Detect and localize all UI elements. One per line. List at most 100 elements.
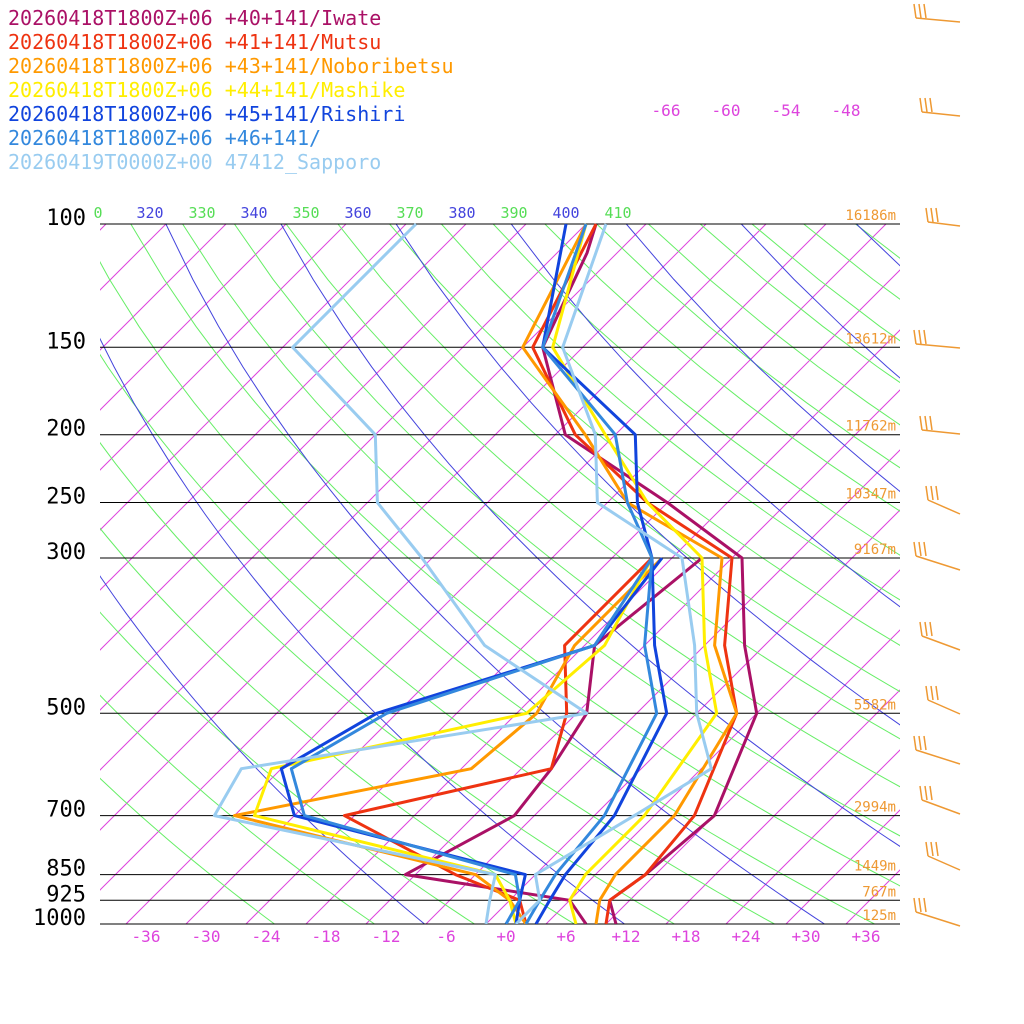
pressure-label: 150	[46, 329, 86, 354]
theta-label: 330	[188, 204, 215, 222]
pressure-label: 700	[46, 798, 86, 823]
dry-adiabat-line	[751, 224, 900, 342]
wind-barb	[913, 329, 961, 349]
axis-labels: 16186m 13612m 11762m 10347m 9167m 5582m 2994m 1…	[93, 101, 896, 946]
temperature-profile-line	[534, 223, 669, 924]
legend-entry: 20260418T1800Z+06 +43+141/Noboribetsu	[8, 54, 454, 78]
theta-e-line	[856, 224, 900, 267]
theta-label: 400	[552, 204, 579, 222]
dry-adiabat-line	[699, 224, 900, 384]
dry-adiabat-line	[441, 224, 900, 601]
temperature-profile-line	[531, 223, 739, 924]
isotherm-line	[125, 224, 827, 924]
isotherm-line	[100, 224, 647, 771]
theta-e-line	[510, 224, 900, 608]
dry-adiabat-line	[100, 441, 675, 924]
isotherm-line	[100, 224, 587, 711]
pressure-label: 100	[46, 206, 86, 231]
legend: 20260418T1800Z+06 +40+141/Iwate 20260418T…	[8, 6, 454, 174]
x-tick-label: -12	[372, 927, 401, 946]
dry-adiabat-line	[544, 224, 900, 512]
wind-barb	[925, 685, 961, 715]
dewpoint-profile-line	[232, 556, 664, 924]
wind-barb	[925, 841, 961, 871]
height-label: 16186m	[845, 208, 896, 224]
dewpoint-profile-line	[252, 557, 654, 924]
pressure-label: 850	[46, 857, 86, 882]
pressure-label: 1000	[33, 906, 86, 931]
theta-label: 360	[344, 204, 371, 222]
isotherm-line	[906, 224, 1024, 924]
height-label: 767m	[862, 884, 896, 900]
isotherm-line	[185, 224, 887, 924]
upper-temp-label: -66	[652, 101, 681, 120]
wind-barb	[919, 785, 961, 815]
height-label: 10347m	[845, 487, 896, 503]
isotherm-line	[100, 224, 707, 831]
height-label: 125m	[862, 908, 896, 924]
upper-temp-label: -54	[772, 101, 801, 120]
dry-adiabat-line	[100, 527, 575, 924]
isotherm-line	[100, 224, 767, 891]
theta-label: 390	[500, 204, 527, 222]
legend-entry: 20260419T0000Z+00 47412_Sapporo	[8, 150, 382, 174]
theta-label: 0	[93, 204, 102, 222]
dry-adiabat-line	[492, 224, 900, 556]
theta-label: 380	[448, 204, 475, 222]
upper-temp-label: -48	[832, 101, 861, 120]
x-tick-label: +12	[612, 927, 641, 946]
height-label: 5582m	[854, 697, 896, 713]
theta-label: 320	[136, 204, 163, 222]
upper-temp-label: -60	[712, 101, 741, 120]
wind-barb	[913, 735, 961, 765]
pressure-label: 200	[46, 417, 86, 442]
wind-barb	[913, 541, 961, 571]
legend-entry: 20260418T1800Z+06 +40+141/Iwate	[8, 6, 382, 30]
isotherm-line	[545, 569, 900, 924]
theta-label: 370	[396, 204, 423, 222]
isotherm-line	[100, 224, 467, 591]
legend-entry: 20260418T1800Z+06 +41+141/Mutsu	[8, 30, 382, 54]
x-tick-label: -18	[312, 927, 341, 946]
isotherm-line	[100, 224, 527, 651]
temperature-profile-line	[524, 223, 659, 924]
dry-adiabat-line	[907, 224, 1024, 924]
theta-label: 350	[292, 204, 319, 222]
wind-barb	[919, 97, 961, 117]
theta-label: 340	[240, 204, 267, 222]
pressure-label: 300	[46, 540, 86, 565]
background-lines	[100, 224, 1024, 924]
x-tick-label: +36	[852, 927, 881, 946]
isotherm-line	[305, 329, 900, 924]
theta-e-line	[100, 337, 625, 924]
x-tick-label: -6	[436, 927, 455, 946]
isotherm-line	[100, 224, 347, 471]
isotherm-line	[245, 269, 900, 924]
x-tick-label: +0	[496, 927, 515, 946]
x-tick-label: +24	[732, 927, 761, 946]
isotherm-line	[100, 224, 227, 351]
dry-adiabat-line	[855, 224, 900, 259]
height-label: 2994m	[854, 800, 896, 816]
pressure-label: 500	[46, 695, 86, 720]
legend-entry: 20260418T1800Z+06 +44+141/Mashike	[8, 78, 406, 102]
isotherm-line	[100, 224, 407, 531]
dry-adiabat-line	[959, 224, 1024, 924]
height-label: 9167m	[854, 542, 896, 558]
height-label: 1449m	[854, 859, 896, 875]
isotherm-line	[665, 689, 900, 924]
x-tick-label: +18	[672, 927, 701, 946]
isotherm-line	[425, 449, 900, 924]
wind-barbs	[913, 3, 961, 927]
isotherm-line	[485, 509, 900, 924]
pressure-label: 250	[46, 485, 86, 510]
isotherm-line	[100, 224, 287, 411]
dry-adiabat-line	[803, 224, 900, 300]
isotherm-line	[845, 869, 900, 924]
theta-e-line	[625, 224, 900, 493]
height-label: 11762m	[845, 419, 896, 435]
x-tick-label: -30	[192, 927, 221, 946]
x-tick-label: +30	[792, 927, 821, 946]
temperature-profile-line	[551, 223, 719, 924]
temperature-profile-line	[514, 223, 713, 924]
